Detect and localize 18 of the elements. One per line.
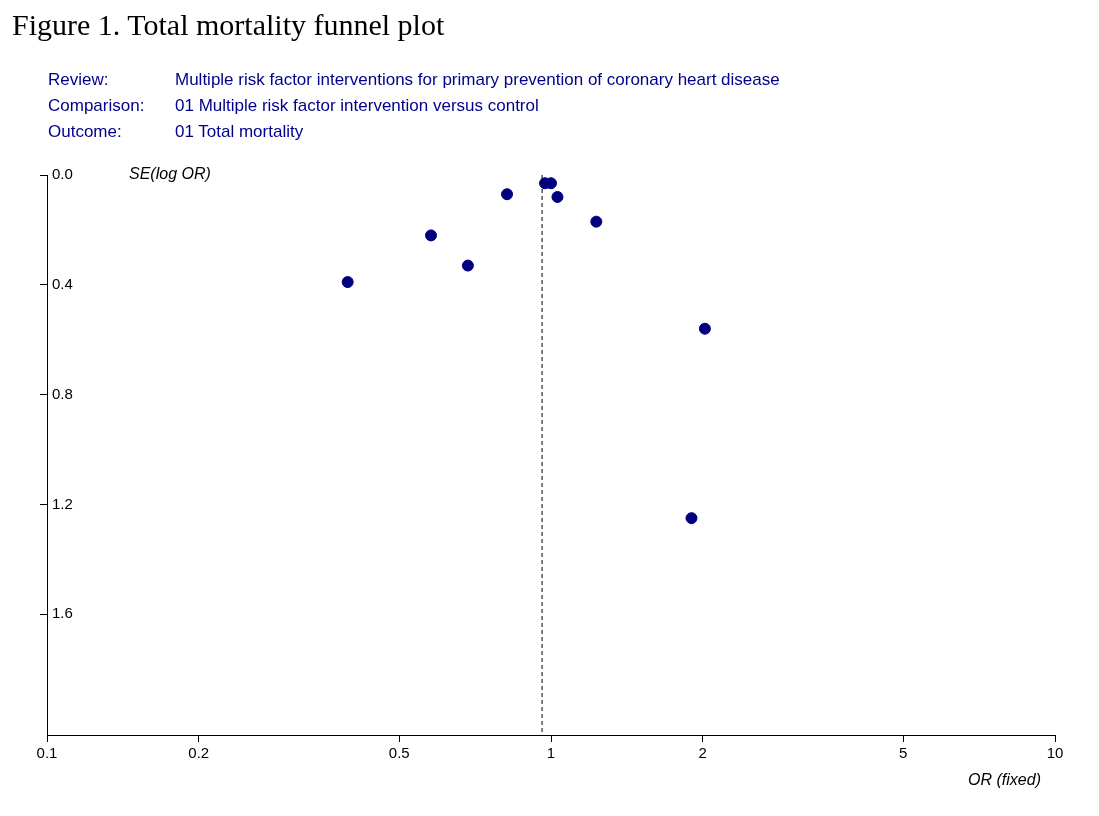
x-tick-label: 2 bbox=[698, 744, 707, 762]
x-axis-title: OR (fixed) bbox=[968, 771, 1041, 789]
text: Review: Multiple risk factor interventions for primary prevention of coronary heart disease bbox=[48, 70, 780, 89]
text: Outcome: 01 Total mortality bbox=[48, 122, 304, 141]
y-tick-label: 1.6 bbox=[52, 604, 73, 622]
y-tick-label: 0.4 bbox=[52, 274, 73, 292]
x-tick-label: 5 bbox=[899, 744, 908, 762]
x-tick-label: 0.2 bbox=[188, 744, 210, 762]
x-tick-label: 1 bbox=[546, 744, 556, 762]
y-axis-title: SE(log OR) bbox=[129, 165, 211, 183]
x-tick-label: 0.1 bbox=[36, 744, 58, 762]
y-tick-label: 1.2 bbox=[52, 494, 73, 512]
x-tick-label: 0.5 bbox=[388, 744, 410, 762]
x-tick-label: 10 bbox=[1046, 744, 1064, 762]
text: Comparison: 01 Multiple risk factor intervention versus control bbox=[48, 96, 539, 115]
y-tick-label: 0.0 bbox=[52, 165, 73, 183]
y-tick-label: 0.8 bbox=[52, 384, 73, 402]
chart-title: Figure 1. Total mortality funnel plot bbox=[12, 8, 445, 42]
